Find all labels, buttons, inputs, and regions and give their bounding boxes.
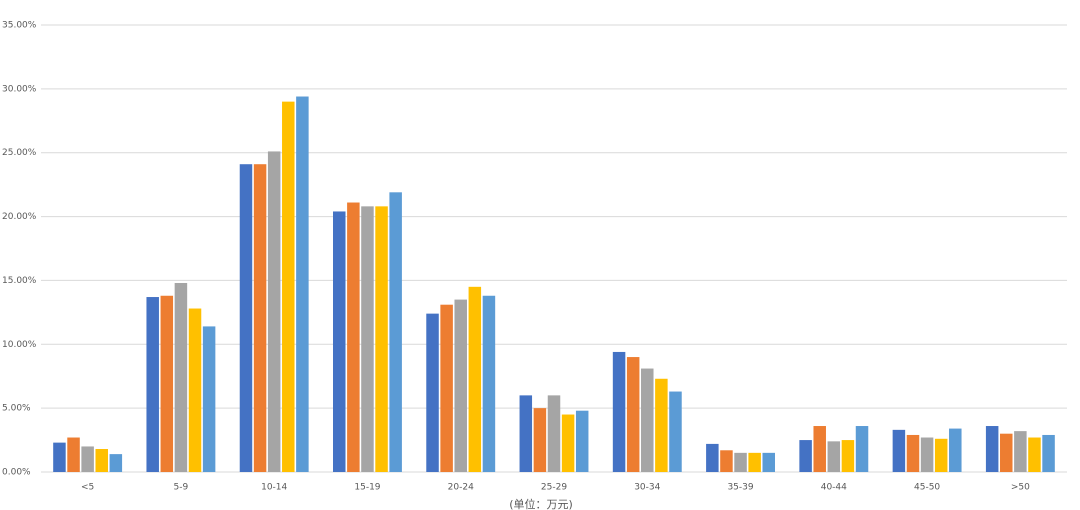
y-tick-label: 30.00% — [2, 84, 37, 94]
bar — [146, 297, 159, 472]
bar — [1000, 433, 1013, 472]
bar — [296, 96, 309, 473]
bar — [547, 395, 561, 472]
bar — [855, 426, 869, 472]
bar — [202, 326, 216, 472]
bar — [1014, 431, 1027, 472]
bar — [468, 286, 482, 472]
bar — [81, 446, 94, 472]
bar — [239, 164, 253, 473]
bar — [426, 313, 439, 472]
bar — [669, 391, 682, 472]
bar — [706, 443, 719, 472]
x-tick-label: 40-44 — [821, 483, 847, 493]
bar — [67, 437, 80, 472]
bar — [827, 441, 841, 472]
bar — [267, 151, 281, 473]
bar — [734, 452, 747, 472]
x-tick-label: 10-14 — [261, 483, 287, 493]
bar — [748, 452, 761, 472]
bar — [892, 429, 906, 472]
bar — [95, 449, 108, 472]
y-tick-label: 15.00% — [2, 276, 37, 286]
x-tick-label: 15-19 — [354, 483, 380, 493]
bar — [813, 426, 826, 472]
x-axis-label: (单位：万元) — [509, 497, 573, 510]
bar — [160, 295, 174, 472]
y-tick-label: 0.00% — [2, 468, 31, 478]
bar — [253, 164, 267, 473]
x-tick-label: 45-50 — [914, 483, 940, 493]
bar — [1028, 437, 1041, 472]
bar — [920, 437, 934, 472]
bar — [561, 414, 575, 472]
bar — [575, 410, 589, 472]
bar — [841, 440, 855, 472]
bar — [519, 395, 533, 472]
bar — [174, 282, 188, 472]
y-tick-label: 25.00% — [2, 148, 37, 158]
x-tick-label: 20-24 — [448, 483, 474, 493]
bar — [762, 452, 775, 472]
bar — [799, 440, 812, 472]
x-tick-label: 35-39 — [727, 483, 753, 493]
bar — [389, 192, 402, 472]
y-tick-label: 35.00% — [2, 21, 37, 31]
bar — [655, 378, 668, 472]
bar — [612, 351, 626, 472]
bar — [333, 211, 346, 472]
bar — [626, 357, 640, 472]
bar — [949, 428, 962, 472]
bar — [720, 450, 733, 472]
x-tick-label: 5-9 — [174, 483, 189, 493]
x-tick-label: 25-29 — [541, 483, 567, 493]
bar — [454, 299, 467, 472]
bar — [282, 101, 295, 472]
y-tick-label: 20.00% — [2, 212, 37, 222]
bar — [1042, 434, 1055, 472]
x-tick-label: >50 — [1011, 483, 1030, 493]
x-tick-label: 30-34 — [634, 483, 660, 493]
bar — [440, 304, 453, 472]
y-tick-label: 10.00% — [2, 340, 37, 350]
bar — [906, 434, 920, 472]
bar — [188, 308, 202, 472]
bar — [482, 295, 496, 472]
bar — [109, 454, 123, 472]
bar — [53, 442, 66, 472]
y-tick-label: 5.00% — [2, 404, 31, 414]
bar — [934, 438, 948, 472]
bar — [375, 206, 388, 472]
bar — [985, 426, 999, 472]
bar — [361, 206, 374, 472]
x-tick-label: <5 — [81, 483, 94, 493]
bar — [641, 368, 654, 472]
bar — [533, 408, 547, 472]
bar — [347, 202, 360, 472]
